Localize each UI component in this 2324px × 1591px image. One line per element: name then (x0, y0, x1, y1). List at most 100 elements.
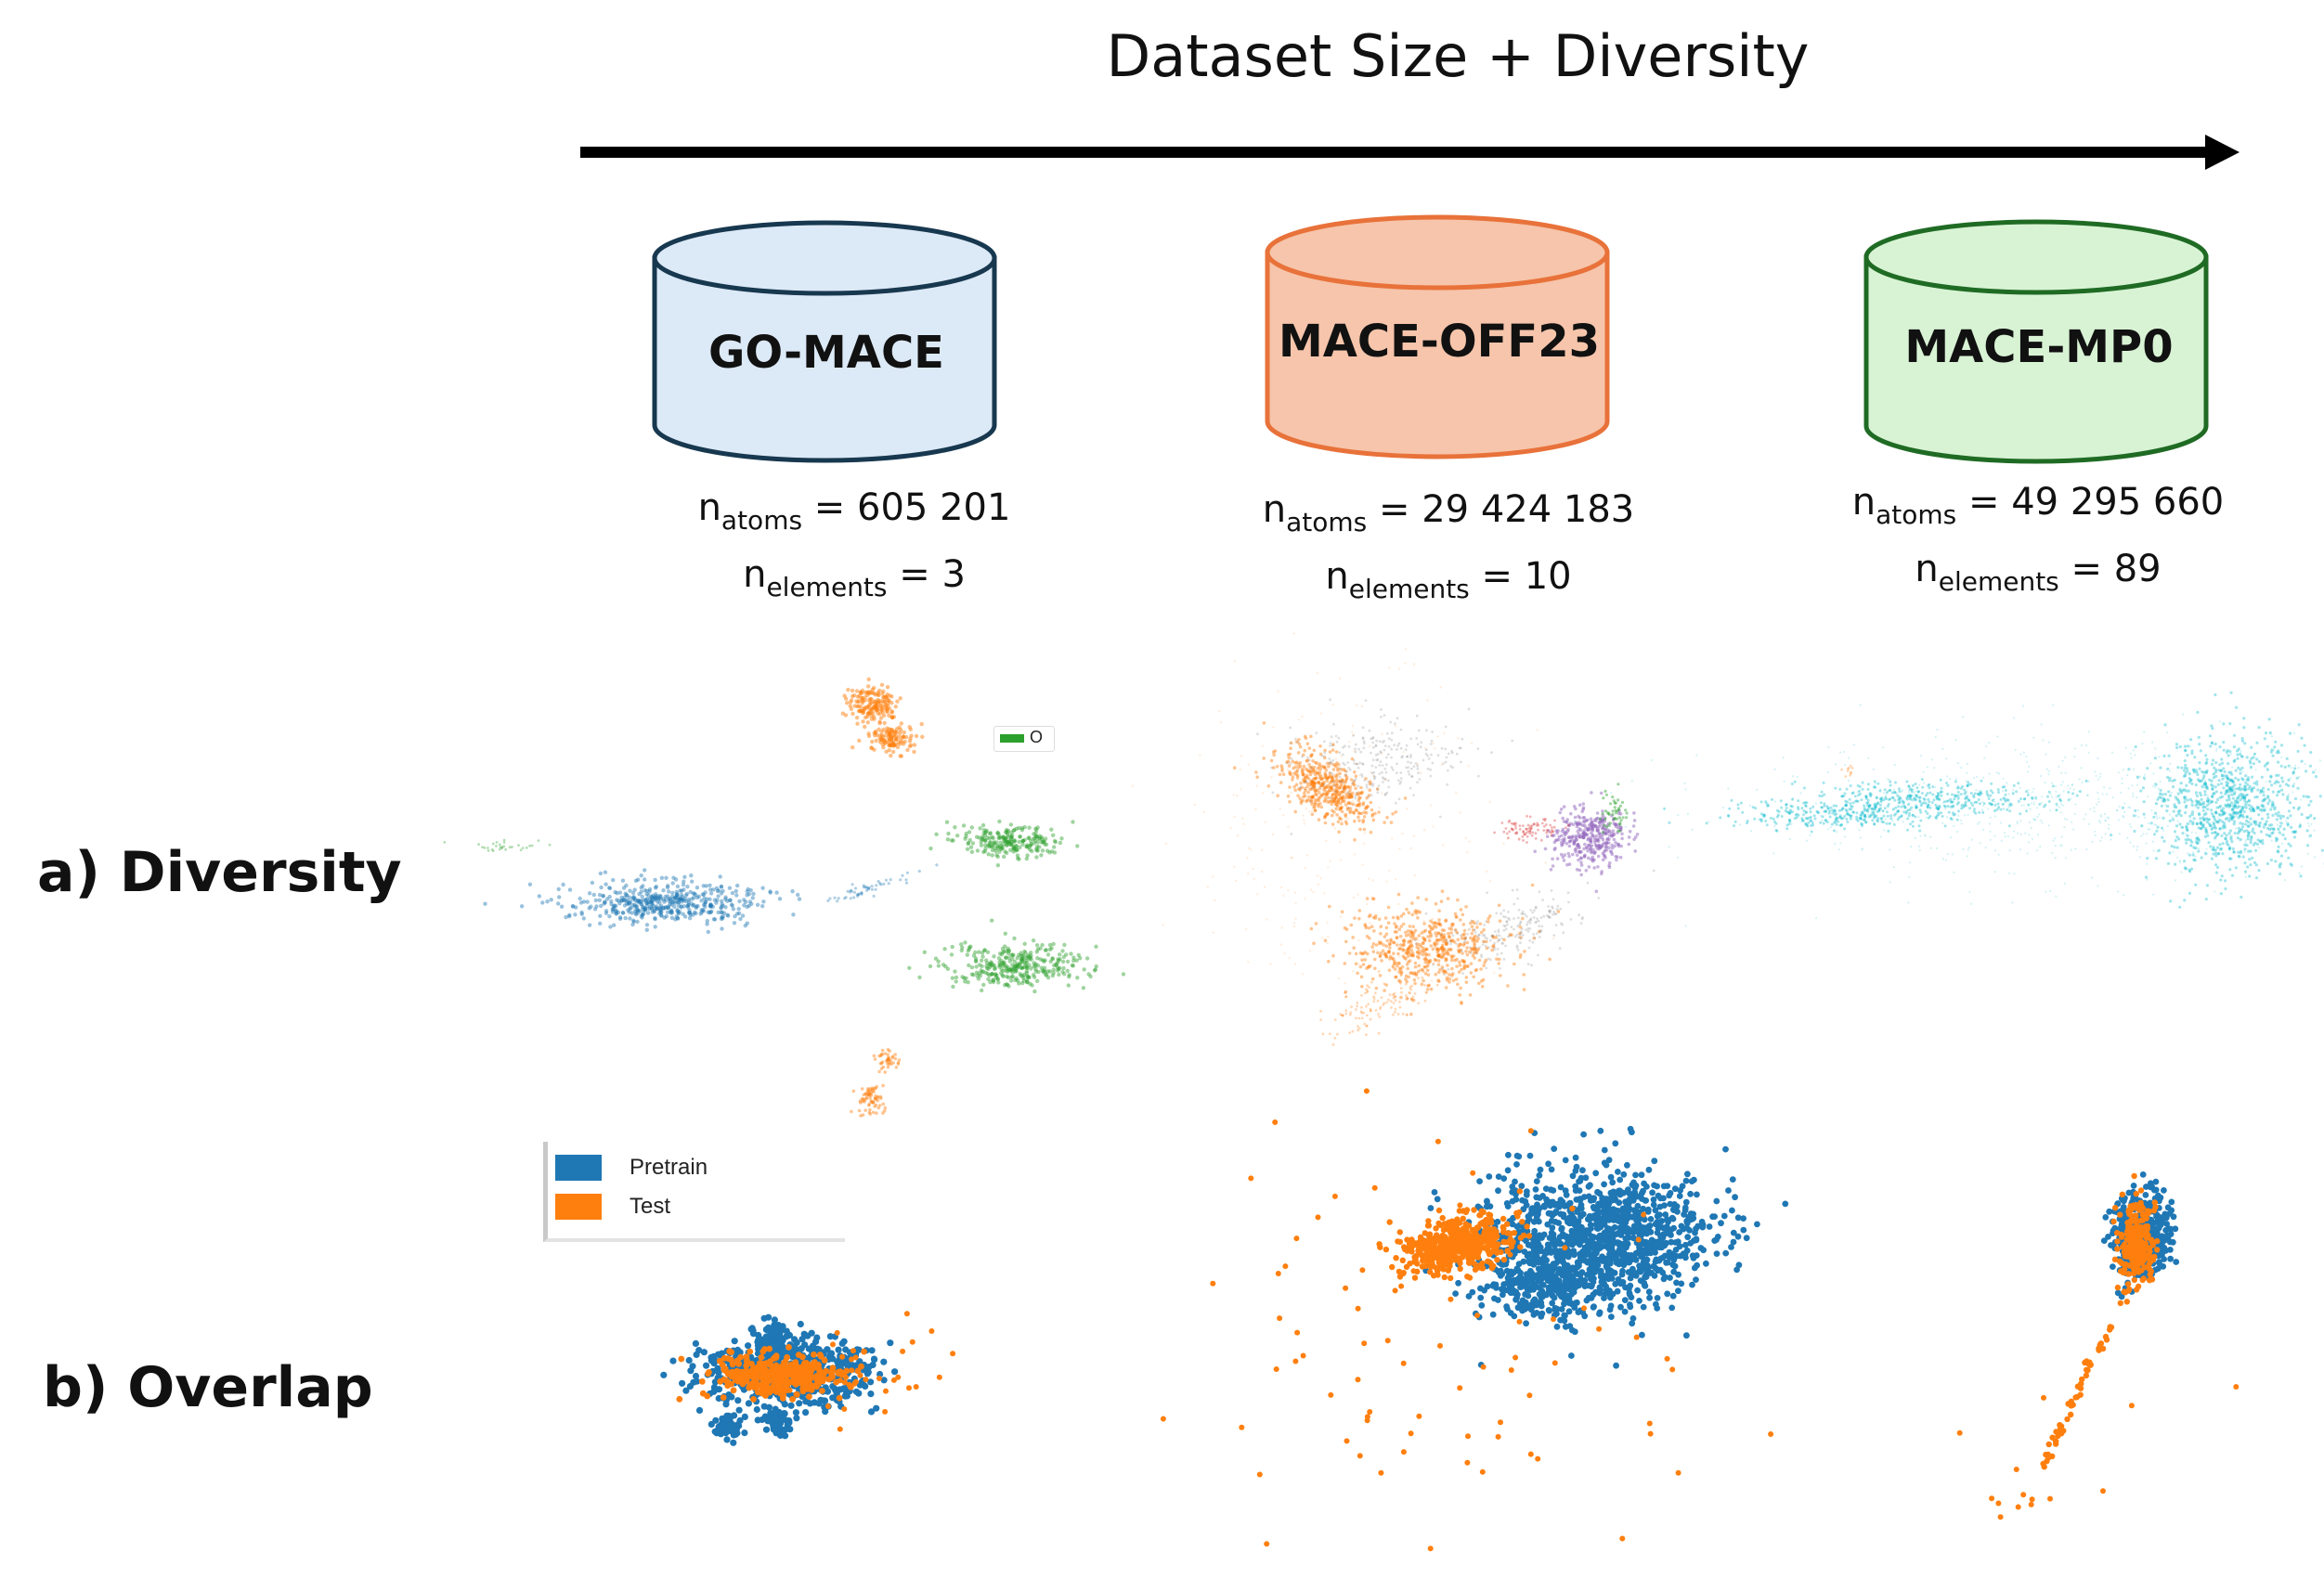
scatter-point (2222, 821, 2226, 825)
scatter-point (1397, 667, 1401, 670)
scatter-point (607, 914, 612, 919)
scatter-point (1999, 797, 2003, 801)
scatter-point (1431, 926, 1435, 931)
scatter-point (692, 891, 697, 896)
scatter-point (1371, 736, 1375, 739)
scatter-point (1040, 942, 1045, 948)
scatter-point (1380, 996, 1383, 999)
scatter-point (2318, 795, 2322, 798)
scatter-point (1907, 814, 1911, 818)
scatter-point (2255, 807, 2259, 810)
scatter-point (1582, 855, 1587, 859)
scatter-point (875, 1111, 878, 1115)
scatter-point (2247, 776, 2251, 780)
scatter-point (1447, 931, 1450, 936)
scatter-point (1946, 792, 1950, 796)
scatter-point (889, 715, 895, 719)
scatter-point (1281, 772, 1286, 776)
scatter-point (1049, 827, 1054, 832)
scatter-point (1279, 764, 1283, 768)
scatter-point (730, 890, 735, 896)
scatter-point (1388, 946, 1392, 950)
scatter-point (1034, 855, 1039, 860)
scatter-point (2277, 760, 2280, 764)
scatter-point (1370, 764, 1374, 768)
scatter-point (1056, 957, 1060, 962)
scatter-point (2277, 845, 2280, 849)
scatter-point (2175, 745, 2179, 750)
scatter-point (880, 692, 885, 696)
scatter-point (1363, 779, 1367, 782)
scatter-point (1020, 838, 1026, 844)
scatter-point (2210, 857, 2214, 860)
scatter-point (1071, 820, 1075, 824)
scatter-point (1567, 854, 1571, 859)
scatter-point (1024, 960, 1030, 965)
scatter-point (1004, 842, 1009, 847)
scatter-point (1262, 757, 1266, 760)
scatter-point (1003, 839, 1007, 844)
scatter-point (988, 964, 993, 969)
scatter-point (2001, 785, 2005, 789)
scatter-point (669, 911, 674, 915)
scatter-point (996, 835, 1001, 841)
scatter-point (639, 886, 643, 890)
scatter-point (1013, 969, 1018, 974)
scatter-point (891, 1061, 895, 1065)
scatter-point (502, 841, 506, 844)
scatter-point (2159, 766, 2162, 770)
scatter-point (989, 961, 994, 965)
scatter-point (1469, 936, 1473, 940)
scatter-point (2141, 786, 2145, 790)
scatter-point (2153, 811, 2158, 815)
scatter-point (1294, 737, 1297, 741)
scatter-point (1309, 753, 1314, 757)
diversity-scatter-go-mace (443, 677, 1126, 1118)
scatter-point (2307, 803, 2311, 807)
scatter-point (2175, 835, 2179, 839)
scatter-point (884, 730, 889, 734)
scatter-point (1603, 823, 1606, 828)
scatter-point (1617, 807, 1621, 810)
scatter-point (1625, 811, 1629, 815)
scatter-point (2286, 823, 2290, 827)
scatter-point (1011, 839, 1017, 844)
scatter-point (1032, 989, 1037, 994)
scatter-point (1590, 791, 1593, 795)
scatter-point (1012, 846, 1017, 850)
scatter-point (2279, 784, 2282, 788)
scatter-point (1050, 956, 1055, 961)
scatter-point (749, 901, 754, 906)
scatter-point (1052, 838, 1058, 844)
scatter-point (2281, 833, 2285, 837)
scatter-point (601, 893, 605, 899)
scatter-point (1340, 755, 1343, 757)
scatter-point (1131, 784, 1134, 787)
scatter-point (736, 907, 741, 912)
scatter-point (1554, 924, 1558, 927)
scatter-point (2242, 726, 2246, 730)
scatter-point (791, 912, 796, 917)
scatter-point (1363, 1022, 1367, 1026)
scatter-point (1422, 828, 1426, 832)
scatter-point (640, 901, 644, 907)
scatter-point (860, 697, 864, 703)
scatter-point (708, 903, 714, 908)
scatter-point (1372, 774, 1375, 778)
scatter-point (1432, 825, 1435, 828)
scatter-point (1549, 823, 1552, 827)
scatter-point (2214, 831, 2217, 834)
scatter-point (868, 1096, 872, 1100)
scatter-point (980, 969, 986, 974)
scatter-point (2168, 819, 2172, 822)
scatter-point (1418, 968, 1422, 972)
scatter-point (1074, 958, 1079, 963)
scatter-point (1358, 827, 1362, 832)
scatter-point (1094, 944, 1098, 949)
scatter-point (1432, 962, 1435, 965)
scatter-point (1410, 912, 1415, 917)
scatter-point (1301, 973, 1305, 976)
scatter-point (1008, 822, 1014, 827)
scatter-point (852, 704, 857, 708)
scatter-point (2191, 853, 2195, 857)
